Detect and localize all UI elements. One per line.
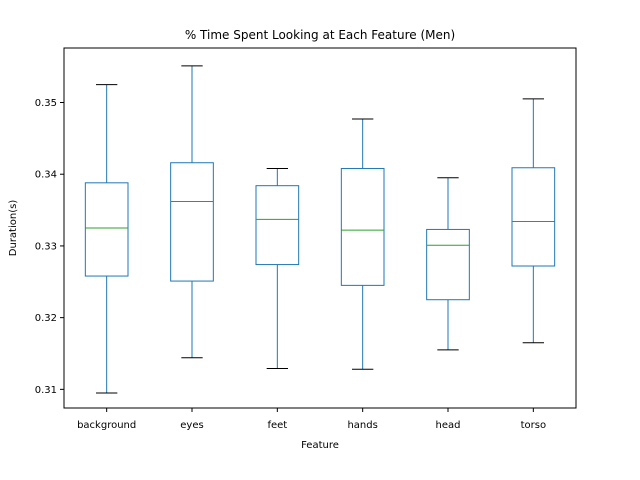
y-tick-label: 0.34 [35,170,57,181]
x-tick-label: eyes [180,420,203,431]
y-tick-label: 0.31 [35,385,57,396]
box-torso [511,98,556,344]
box-feet [255,167,300,370]
box-iqr [170,162,214,282]
y-axis-label: Duration(s) [8,200,19,257]
x-tick-label: background [77,420,136,431]
x-axis-label: Feature [301,440,339,451]
box-iqr [84,182,129,277]
y-tick-label: 0.35 [35,98,57,109]
y-tick-label: 0.33 [35,241,57,252]
x-tick-label: head [436,420,461,431]
box-iqr [426,228,470,301]
box-hands [340,118,385,370]
box-iqr [511,167,556,267]
box-iqr [340,167,385,286]
box-eyes [170,65,214,359]
x-tick-label: torso [521,420,546,431]
x-tick-label: hands [347,420,377,431]
box-background [84,84,129,394]
boxes-group [84,65,556,394]
box-head [426,177,470,351]
x-tick-label: feet [267,420,287,431]
chart-title: % Time Spent Looking at Each Feature (Me… [185,28,455,42]
x-axis: background eyes feet hands head torso [77,408,546,431]
plot-frame [63,47,577,409]
box-iqr [255,185,300,266]
y-tick-label: 0.32 [35,313,57,324]
y-axis: 0.31 0.32 0.33 0.34 0.35 [35,98,64,396]
